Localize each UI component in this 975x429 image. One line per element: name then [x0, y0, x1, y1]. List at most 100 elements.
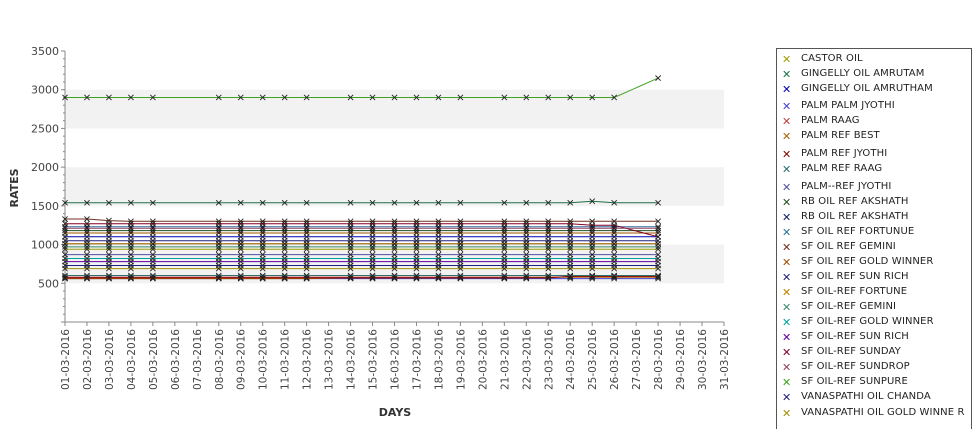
legend-item: ✕ VANASPATHI OIL CHANDA	[777, 391, 971, 406]
data-point	[106, 230, 112, 236]
data-point	[237, 94, 244, 101]
legend-item: ✕ SF OIL-REF SUN RICH	[777, 331, 971, 346]
data-point	[413, 246, 420, 253]
series-layer	[62, 75, 662, 282]
data-point	[523, 246, 530, 253]
legend-item: ✕ PALM PALM JYOTHI	[777, 100, 971, 115]
data-point	[127, 199, 134, 206]
data-point	[655, 246, 662, 253]
x-tick-label: 07-03-2016	[192, 329, 204, 390]
data-point	[567, 243, 574, 250]
data-point	[259, 272, 266, 279]
legend-marker-icon: ✕	[782, 196, 792, 209]
data-point	[457, 199, 464, 206]
legend-marker-icon: ✕	[782, 346, 792, 359]
legend-label: PALM REF RAAG	[801, 163, 883, 174]
data-point	[215, 218, 222, 225]
x-tick-label: 09-03-2016	[236, 329, 248, 390]
data-point	[391, 274, 398, 281]
data-point	[347, 230, 354, 236]
legend-marker-icon: ✕	[782, 163, 792, 176]
data-point	[62, 246, 68, 253]
data-point	[215, 94, 222, 101]
data-point	[523, 274, 530, 281]
data-point	[149, 272, 156, 279]
series-1	[62, 198, 662, 206]
y-tick-label: 3500	[31, 45, 59, 58]
data-point	[435, 94, 442, 101]
legend-item: ✕ SF OIL-REF SUNDAY	[777, 346, 971, 361]
data-point	[611, 230, 618, 236]
x-tick-label: 22-03-2016	[521, 329, 533, 390]
data-point	[501, 225, 508, 232]
x-tick-label: 04-03-2016	[126, 329, 138, 390]
data-point	[303, 225, 310, 232]
legend-label: SF OIL REF SUN RICH	[801, 271, 909, 282]
data-point	[62, 216, 68, 222]
series-6	[62, 273, 662, 281]
data-point	[84, 230, 90, 236]
data-point	[545, 272, 552, 279]
data-point	[106, 272, 112, 279]
data-point	[259, 274, 266, 281]
data-point	[237, 225, 244, 232]
x-tick-label: 12-03-2016	[302, 329, 314, 390]
data-point	[84, 265, 90, 272]
data-point	[281, 230, 288, 236]
series-2	[62, 233, 662, 240]
legend-item: ✕ GINGELLY OIL AMRUTAM	[777, 68, 971, 83]
data-point	[259, 94, 266, 101]
data-point	[303, 230, 310, 236]
x-tick-label: 31-03-2016	[719, 329, 731, 390]
data-point	[127, 272, 134, 279]
data-point	[501, 246, 508, 253]
data-point	[149, 94, 156, 101]
legend-marker-icon: ✕	[782, 68, 792, 81]
legend-item: ✕ PALM REF JYOTHI	[777, 148, 971, 163]
data-point	[149, 220, 156, 227]
legend-label: SF OIL-REF FORTUNE	[801, 286, 908, 297]
x-tick-label: 29-03-2016	[675, 329, 687, 390]
data-point	[84, 216, 90, 222]
x-tick-label: 21-03-2016	[499, 329, 511, 390]
legend-item: ✕ PALM--REF JYOTHI	[777, 181, 971, 196]
x-axis-label: DAYS	[379, 406, 412, 419]
data-point	[655, 265, 662, 272]
y-tick-label: 1500	[31, 200, 59, 213]
data-point	[655, 272, 662, 279]
data-point	[545, 225, 552, 232]
data-point	[347, 220, 354, 227]
data-point	[84, 243, 90, 250]
legend-label: PALM REF BEST	[801, 130, 880, 141]
data-point	[501, 265, 508, 272]
data-point	[611, 243, 618, 250]
data-point	[391, 218, 398, 225]
data-point	[347, 94, 354, 101]
legend-item: ✕ CASTOR OIL	[777, 53, 971, 68]
data-point	[149, 225, 156, 232]
x-tick-label: 18-03-2016	[433, 329, 445, 390]
data-point	[347, 218, 354, 225]
data-point	[413, 218, 420, 225]
data-point	[501, 274, 508, 281]
legend-marker-icon: ✕	[782, 181, 792, 194]
x-tick-label: 15-03-2016	[368, 329, 380, 390]
series-7	[62, 272, 662, 279]
data-point	[347, 246, 354, 253]
data-point	[127, 243, 134, 250]
data-point	[84, 94, 90, 101]
data-point	[106, 243, 112, 250]
legend-label: SF OIL REF GOLD WINNER	[801, 256, 934, 267]
legend-item: ✕ SF OIL REF GOLD WINNER	[777, 256, 971, 271]
data-point	[347, 243, 354, 250]
legend-label: SF OIL REF FORTUNUE	[801, 226, 915, 237]
data-point	[501, 220, 508, 227]
x-tick-label: 23-03-2016	[543, 329, 555, 390]
data-point	[215, 272, 222, 279]
data-point	[259, 199, 266, 206]
data-point	[62, 230, 68, 236]
y-tick-label: 500	[38, 277, 59, 290]
data-point	[655, 225, 662, 232]
legend-marker-icon: ✕	[782, 286, 792, 299]
legend-item: ✕ RB OIL REF AKSHATH	[777, 211, 971, 226]
